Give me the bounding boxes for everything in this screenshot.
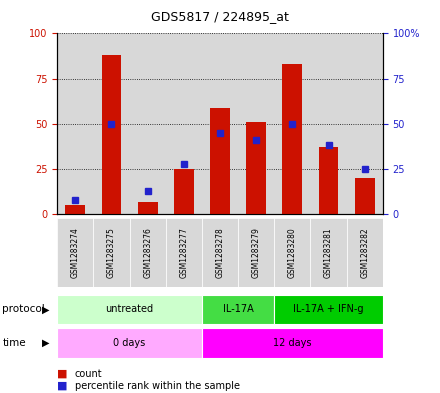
- Text: ▶: ▶: [42, 338, 50, 348]
- Bar: [66, 205, 85, 214]
- FancyBboxPatch shape: [129, 218, 166, 287]
- Bar: [166, 33, 202, 214]
- Text: ▶: ▶: [42, 304, 50, 314]
- Text: protocol: protocol: [2, 304, 45, 314]
- Text: GSM1283282: GSM1283282: [360, 227, 369, 278]
- Bar: [210, 108, 230, 214]
- Bar: [282, 64, 302, 214]
- Bar: [174, 169, 194, 214]
- Text: GSM1283280: GSM1283280: [288, 227, 297, 278]
- Bar: [311, 33, 347, 214]
- Bar: [138, 202, 158, 214]
- FancyBboxPatch shape: [202, 328, 383, 358]
- Bar: [319, 147, 338, 214]
- Bar: [355, 178, 375, 214]
- FancyBboxPatch shape: [311, 218, 347, 287]
- FancyBboxPatch shape: [57, 218, 93, 287]
- Text: 12 days: 12 days: [273, 338, 312, 348]
- Bar: [129, 33, 166, 214]
- Text: untreated: untreated: [106, 305, 154, 314]
- Bar: [57, 33, 93, 214]
- Text: percentile rank within the sample: percentile rank within the sample: [75, 381, 240, 391]
- Text: 0 days: 0 days: [114, 338, 146, 348]
- FancyBboxPatch shape: [238, 218, 274, 287]
- Bar: [238, 33, 274, 214]
- FancyBboxPatch shape: [57, 328, 202, 358]
- FancyBboxPatch shape: [93, 218, 129, 287]
- Text: count: count: [75, 369, 103, 379]
- Bar: [246, 122, 266, 214]
- FancyBboxPatch shape: [347, 218, 383, 287]
- Text: ■: ■: [57, 381, 68, 391]
- Text: GSM1283277: GSM1283277: [180, 227, 188, 278]
- Text: time: time: [2, 338, 26, 348]
- Text: GSM1283281: GSM1283281: [324, 227, 333, 278]
- FancyBboxPatch shape: [202, 218, 238, 287]
- Bar: [347, 33, 383, 214]
- Bar: [274, 33, 311, 214]
- FancyBboxPatch shape: [274, 218, 311, 287]
- FancyBboxPatch shape: [166, 218, 202, 287]
- Text: IL-17A + IFN-g: IL-17A + IFN-g: [293, 305, 364, 314]
- Text: IL-17A: IL-17A: [223, 305, 253, 314]
- Text: GSM1283274: GSM1283274: [71, 227, 80, 278]
- FancyBboxPatch shape: [202, 295, 274, 324]
- Text: GSM1283278: GSM1283278: [216, 227, 224, 278]
- Bar: [93, 33, 129, 214]
- Text: GDS5817 / 224895_at: GDS5817 / 224895_at: [151, 10, 289, 23]
- Text: GSM1283279: GSM1283279: [252, 227, 260, 278]
- Text: ■: ■: [57, 369, 68, 379]
- Text: GSM1283275: GSM1283275: [107, 227, 116, 278]
- FancyBboxPatch shape: [274, 295, 383, 324]
- Text: GSM1283276: GSM1283276: [143, 227, 152, 278]
- FancyBboxPatch shape: [57, 295, 202, 324]
- Bar: [202, 33, 238, 214]
- Bar: [102, 55, 121, 214]
